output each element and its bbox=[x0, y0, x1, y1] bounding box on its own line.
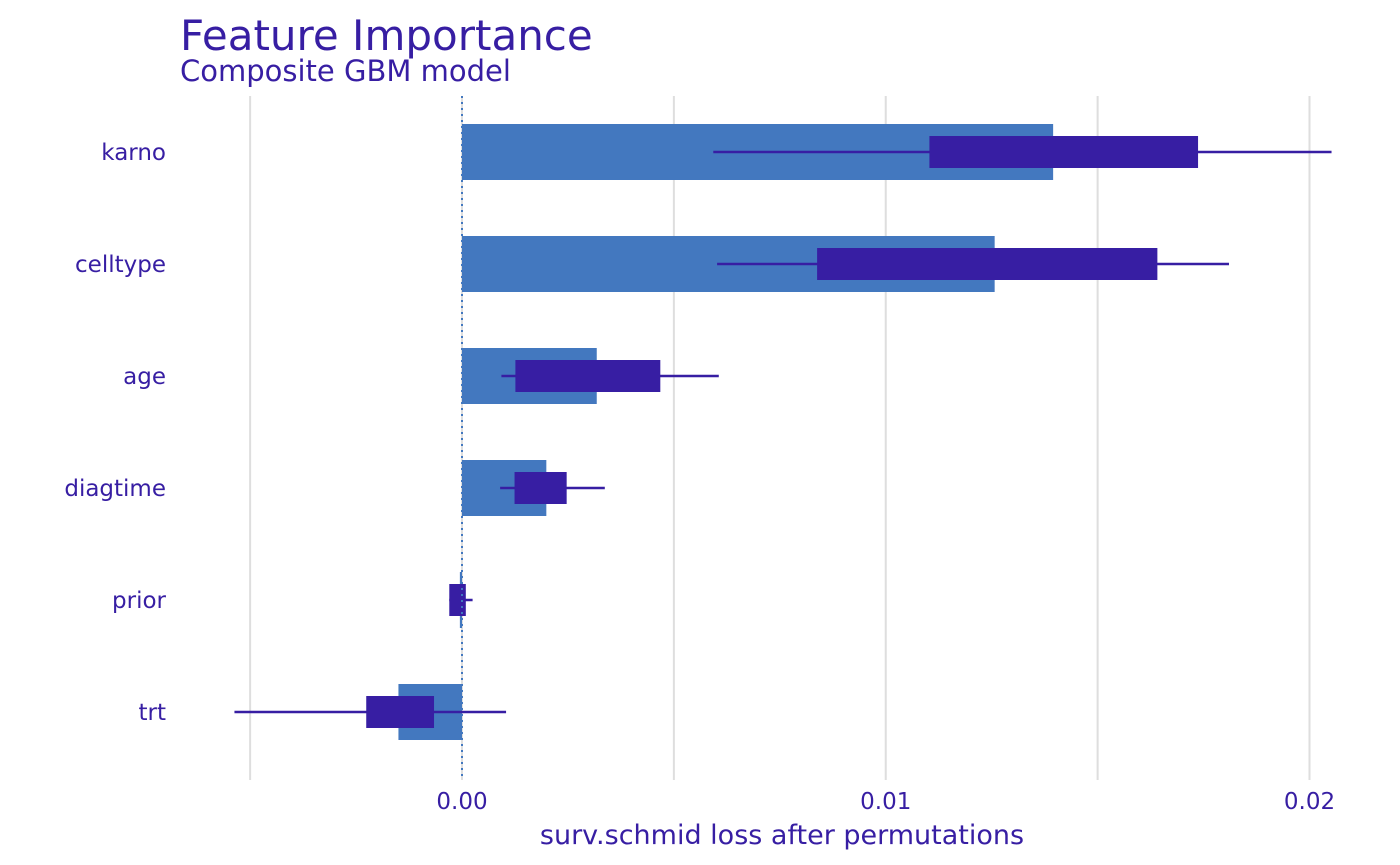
x-tick-label: 0.00 bbox=[436, 789, 487, 815]
boxplot-layer bbox=[234, 136, 1332, 728]
box-karno bbox=[929, 136, 1199, 168]
category-label-age: age bbox=[123, 364, 166, 390]
x-axis-title: surv.schmid loss after permutations bbox=[540, 820, 1024, 851]
category-label-prior: prior bbox=[112, 588, 167, 614]
x-tick-labels: 0.00 0.01 0.02 bbox=[436, 789, 1335, 815]
category-label-diagtime: diagtime bbox=[64, 476, 166, 502]
x-tick-label: 0.01 bbox=[860, 789, 911, 815]
box-age bbox=[515, 360, 661, 392]
chart-subtitle: Composite GBM model bbox=[180, 54, 511, 88]
category-labels: karno celltype age diagtime prior trt bbox=[64, 140, 166, 726]
grid-layer bbox=[249, 96, 1311, 780]
box-prior bbox=[449, 584, 466, 616]
box-diagtime bbox=[514, 472, 567, 504]
box-trt bbox=[366, 696, 435, 728]
bar-layer bbox=[398, 124, 1054, 740]
category-label-karno: karno bbox=[101, 140, 166, 166]
category-label-trt: trt bbox=[139, 700, 167, 726]
box-celltype bbox=[817, 248, 1158, 280]
category-label-celltype: celltype bbox=[75, 252, 166, 278]
x-tick-label: 0.02 bbox=[1284, 789, 1335, 815]
chart-title: Feature Importance bbox=[180, 11, 593, 60]
